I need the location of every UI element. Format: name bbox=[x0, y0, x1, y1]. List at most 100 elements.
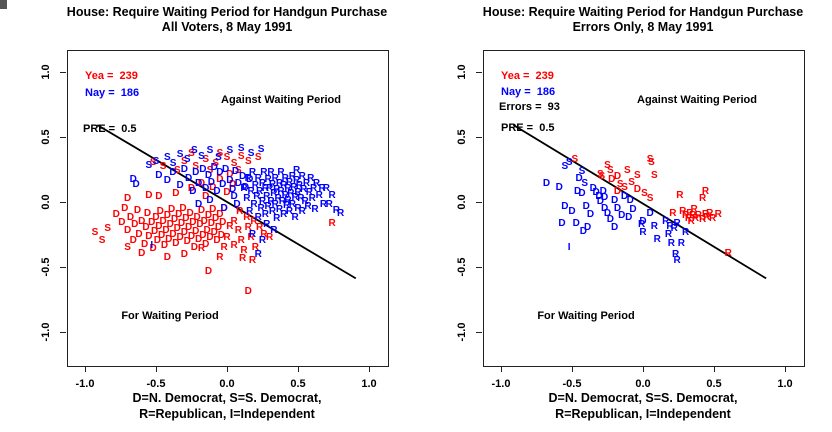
y-axis-tick bbox=[60, 72, 66, 73]
data-point: S bbox=[183, 154, 191, 166]
y-tick-label: -0.5 bbox=[40, 257, 52, 277]
data-point: R bbox=[240, 245, 248, 257]
x-axis-tick bbox=[643, 366, 644, 372]
data-point: R bbox=[328, 218, 336, 230]
data-point: R bbox=[230, 240, 238, 252]
data-point: R bbox=[243, 193, 251, 205]
data-point: D bbox=[592, 186, 600, 198]
data-point: S bbox=[91, 227, 99, 239]
data-point: D bbox=[149, 242, 157, 254]
data-point: D bbox=[162, 224, 170, 236]
data-point: R bbox=[302, 177, 311, 189]
data-point: R bbox=[264, 173, 272, 185]
data-point: S bbox=[621, 181, 628, 193]
y-tick-label: 1.0 bbox=[40, 64, 52, 80]
data-point: R bbox=[260, 228, 268, 240]
plot-title-line1: House: Require Waiting Period for Handgu… bbox=[66, 5, 388, 19]
y-axis-tick bbox=[476, 72, 482, 73]
data-point: D bbox=[169, 228, 177, 240]
data-point: D bbox=[558, 218, 566, 230]
data-point: S bbox=[198, 150, 205, 162]
data-point: D bbox=[143, 207, 152, 219]
data-point: R bbox=[283, 199, 291, 211]
data-point: D bbox=[579, 225, 587, 237]
data-point: R bbox=[295, 180, 304, 192]
data-point: D bbox=[173, 223, 181, 235]
data-point: S bbox=[565, 157, 573, 168]
x-axis-label-line1: D=N. Democrat, S=S. Democrat, bbox=[548, 391, 738, 405]
x-tick-label: 0.5 bbox=[706, 378, 722, 390]
y-axis-tick bbox=[476, 267, 482, 268]
data-point: D bbox=[176, 180, 184, 192]
data-point: D bbox=[131, 219, 139, 231]
data-point: R bbox=[288, 171, 296, 183]
legend-yea: Yea = 239 bbox=[501, 70, 554, 82]
data-point: S bbox=[257, 144, 265, 155]
data-point: R bbox=[670, 223, 678, 235]
data-point: D bbox=[163, 175, 171, 187]
data-point: D bbox=[586, 209, 595, 220]
data-point: R bbox=[686, 207, 694, 219]
data-point: D bbox=[230, 190, 238, 202]
y-tick-label: 0.5 bbox=[456, 129, 468, 145]
data-point: R bbox=[315, 189, 323, 201]
data-point: R bbox=[216, 251, 224, 263]
data-point: D bbox=[206, 194, 214, 206]
data-point: R bbox=[271, 198, 279, 210]
data-point: D bbox=[202, 190, 210, 202]
data-point: D bbox=[229, 184, 237, 196]
data-point: D bbox=[606, 214, 614, 226]
data-point: R bbox=[699, 214, 707, 226]
x-tick-label: 0.0 bbox=[635, 378, 651, 390]
x-tick-label: 1.0 bbox=[361, 378, 377, 390]
data-point: D bbox=[633, 184, 641, 196]
y-tick-label: -0.5 bbox=[456, 257, 468, 277]
x-axis-tick bbox=[714, 366, 715, 372]
data-point: D bbox=[145, 189, 153, 201]
data-point: R bbox=[294, 202, 302, 214]
data-point: D bbox=[145, 231, 153, 243]
data-point: D bbox=[246, 173, 254, 185]
data-point: S bbox=[173, 164, 181, 176]
data-point: D bbox=[226, 175, 234, 187]
data-point: D bbox=[639, 215, 647, 227]
data-point: R bbox=[243, 211, 251, 223]
data-point: R bbox=[714, 209, 722, 220]
data-point: R bbox=[246, 206, 254, 218]
data-point: D bbox=[618, 210, 626, 222]
data-point: R bbox=[263, 190, 271, 202]
data-point: S bbox=[641, 188, 648, 200]
data-point: R bbox=[254, 211, 262, 223]
data-point: R bbox=[298, 171, 306, 183]
data-point: R bbox=[701, 209, 710, 220]
data-point: S bbox=[226, 145, 234, 157]
data-point: D bbox=[189, 185, 197, 197]
data-point: D bbox=[599, 185, 607, 197]
data-point: R bbox=[290, 181, 298, 193]
y-tick-label: 0.5 bbox=[40, 129, 52, 145]
plot-all-voters: House: Require Waiting Period for Handgu… bbox=[40, 5, 389, 421]
data-point: R bbox=[300, 184, 308, 196]
plot-area bbox=[483, 50, 805, 367]
data-point: R bbox=[703, 211, 711, 223]
data-point: R bbox=[681, 210, 690, 222]
data-point: D bbox=[156, 206, 164, 218]
data-point: R bbox=[332, 205, 340, 217]
data-point: D bbox=[189, 216, 197, 228]
data-point: D bbox=[572, 218, 580, 230]
data-point: R bbox=[197, 242, 206, 254]
data-point: S bbox=[181, 155, 188, 167]
data-point: D bbox=[148, 216, 156, 228]
data-point: D bbox=[207, 176, 215, 188]
data-point: D bbox=[220, 202, 228, 214]
data-point: S bbox=[651, 170, 658, 181]
data-point: D bbox=[574, 185, 582, 197]
plot-title-line1: House: Require Waiting Period for Handgu… bbox=[482, 5, 804, 19]
data-point: D bbox=[601, 202, 609, 214]
data-point: D bbox=[202, 183, 210, 194]
data-point: D bbox=[568, 206, 576, 218]
data-point: R bbox=[258, 235, 267, 246]
data-point: D bbox=[625, 211, 633, 223]
data-point: D bbox=[150, 225, 159, 237]
data-point: S bbox=[206, 164, 214, 176]
